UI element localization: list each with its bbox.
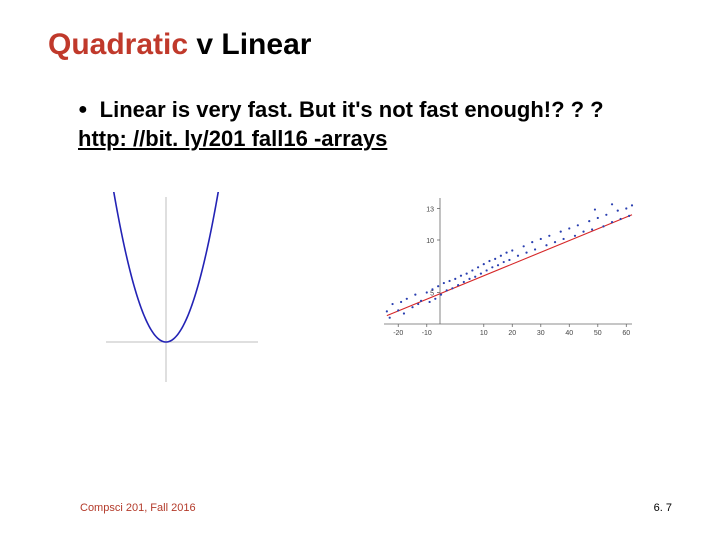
svg-text:40: 40 (565, 330, 573, 337)
svg-text:20: 20 (508, 330, 516, 337)
bullet-dot-icon: ● (78, 96, 88, 124)
footer-course: Compsci 201, Fall 2016 (80, 502, 196, 514)
title-word-b: v Linear (188, 28, 311, 61)
svg-text:-10: -10 (422, 330, 432, 337)
quadratic-chart (98, 192, 258, 382)
bullet-text: Linear is very fast. But it's not fast e… (100, 96, 604, 124)
svg-text:60: 60 (622, 330, 630, 337)
svg-text:10: 10 (480, 330, 488, 337)
bullet-item: ● Linear is very fast. But it's not fast… (78, 96, 680, 124)
svg-text:50: 50 (594, 330, 602, 337)
title-word-a: Quadratic (48, 28, 188, 61)
source-link[interactable]: http: //bit. ly/201 fall16 -arrays (78, 126, 680, 152)
svg-text:10: 10 (426, 238, 434, 245)
page-title: Quadratic v Linear (48, 28, 680, 62)
footer-page-number: 6. 7 (654, 502, 672, 514)
svg-text:30: 30 (537, 330, 545, 337)
svg-text:-20: -20 (393, 330, 403, 337)
linear-scatter-chart: -20-1010203040506051013 (378, 192, 638, 342)
svg-text:13: 13 (426, 207, 434, 214)
